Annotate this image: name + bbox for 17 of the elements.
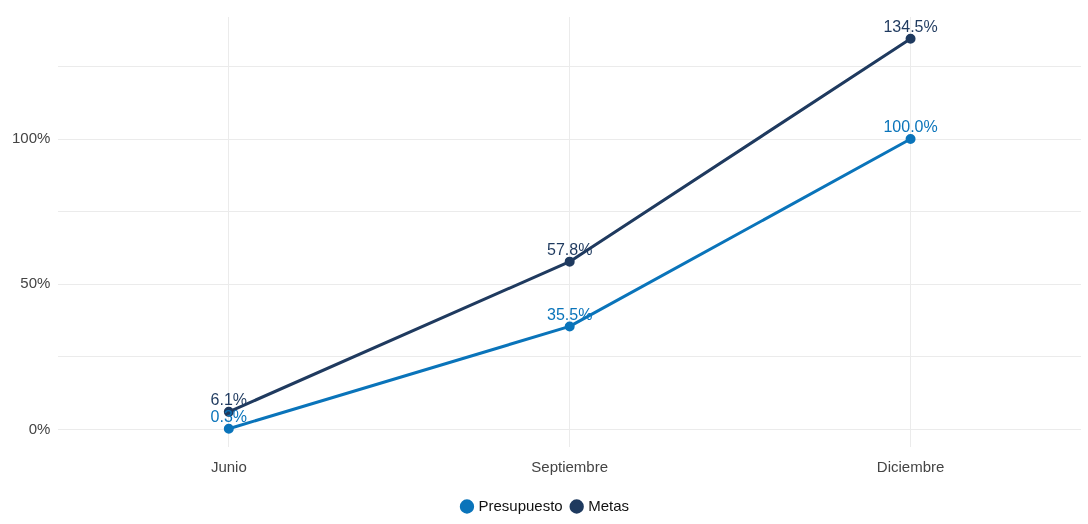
point <box>905 134 916 145</box>
data-label: 100.0% <box>883 118 938 136</box>
legend-label: Metas <box>588 496 630 514</box>
data-label: 6.1% <box>210 391 248 409</box>
point <box>564 321 575 332</box>
point <box>564 256 575 267</box>
x-tick-label: Septiembre <box>531 458 609 476</box>
y-tick-label: 0% <box>28 419 51 437</box>
data-label: 134.5% <box>883 18 938 36</box>
legend-label: Presupuesto <box>478 496 563 514</box>
point <box>223 423 234 434</box>
data-label: 0.3% <box>210 408 248 426</box>
x-tick-label: Diciembre <box>876 458 945 476</box>
y-tick-label: 100% <box>11 129 51 147</box>
x-tick-label: Junio <box>210 458 247 476</box>
point <box>905 33 916 44</box>
y-tick-label: 50% <box>20 274 51 292</box>
